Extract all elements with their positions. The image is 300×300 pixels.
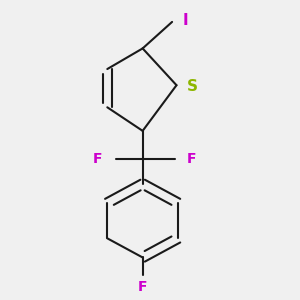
Text: F: F — [187, 152, 196, 166]
Text: F: F — [138, 280, 147, 294]
Text: I: I — [182, 13, 188, 28]
Text: S: S — [187, 79, 198, 94]
Text: F: F — [92, 152, 102, 166]
